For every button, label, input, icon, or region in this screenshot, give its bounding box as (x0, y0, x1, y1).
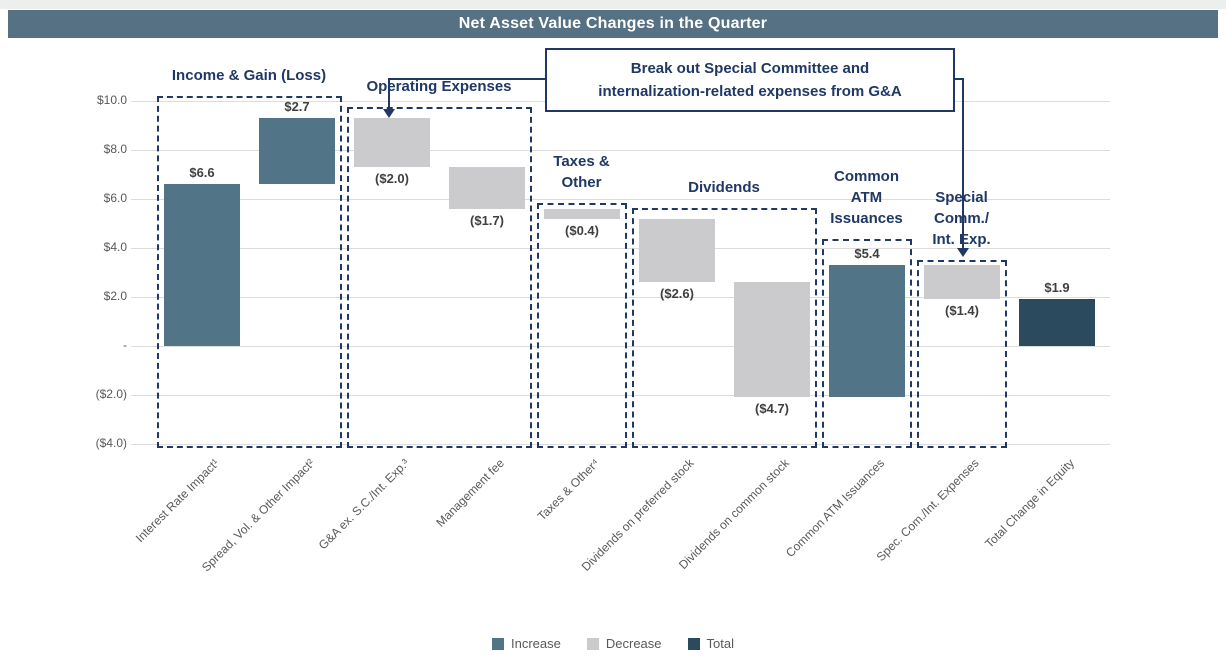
waterfall-bar (639, 218, 715, 283)
top-margin-strip (0, 0, 1226, 9)
waterfall-bar (829, 265, 905, 398)
bar-value-label: $1.9 (1044, 280, 1070, 296)
bar-value-label: ($1.7) (470, 212, 504, 228)
x-axis-label: Spread, Vol. & Other Impact² (198, 456, 317, 575)
y-tick-label: - (123, 338, 127, 352)
x-axis-label: G&A ex. S.C./Int. Exp.³ (315, 456, 412, 553)
group-label-line: Dividends (688, 178, 760, 196)
group-label-line: Common (834, 168, 899, 186)
group-box (156, 96, 342, 448)
gridline (131, 297, 1110, 298)
group-box (346, 107, 532, 448)
legend-label: Decrease (605, 636, 662, 651)
y-tick-label: $8.0 (103, 142, 127, 156)
waterfall-bar (354, 118, 430, 168)
group-label-line: Comm./ (882, 208, 1042, 229)
waterfall-bar (924, 265, 1000, 300)
waterfall-bar (449, 167, 525, 209)
group-label-line: ATM (850, 189, 883, 207)
y-tick-label: ($4.0) (95, 436, 127, 450)
callout-box: Break out Special Committee and internal… (545, 48, 955, 112)
x-axis-label: Common ATM Issuances (782, 456, 887, 561)
group-label-line: Operating Expenses (366, 78, 512, 96)
group-box (536, 202, 627, 448)
group-label: Dividends (597, 177, 852, 198)
gridline (131, 395, 1110, 396)
y-tick-label: $10.0 (96, 93, 127, 107)
arrow-down-icon (957, 248, 969, 257)
bar-value-label: ($0.4) (565, 222, 599, 238)
bar-value-label: $2.7 (284, 99, 310, 115)
group-box (631, 207, 817, 448)
bar-value-label: ($4.7) (755, 401, 789, 417)
callout-connector-left-horizontal (389, 78, 545, 80)
legend-item-increase: Increase (492, 636, 561, 651)
x-axis-label: Taxes & Other⁴ (534, 456, 602, 524)
group-label: Taxes & Other (502, 151, 662, 193)
bar-value-label: $5.4 (854, 246, 880, 262)
gridline (131, 346, 1110, 347)
legend: Increase Decrease Total (0, 636, 1226, 651)
bar-value-label: ($2.6) (660, 286, 694, 302)
x-axis-label: Spec. Com./Int. Expenses (873, 456, 982, 564)
group-label: Income & Gain (Loss) (122, 65, 377, 86)
gridline (131, 150, 1110, 151)
group-label-line: Taxes & (553, 152, 610, 170)
gridline (131, 199, 1110, 200)
callout-text-line1: Break out Special Committee and (630, 60, 870, 77)
waterfall-bar (1019, 299, 1095, 346)
decrease-swatch-icon (586, 637, 599, 650)
y-tick-label: $4.0 (103, 240, 127, 254)
x-axis-label: Dividends on common stock (675, 456, 792, 573)
gridline (131, 248, 1110, 249)
arrow-down-icon (383, 109, 395, 118)
waterfall-bar (259, 118, 335, 185)
callout-connector-right-vertical (962, 78, 964, 249)
gridline (131, 444, 1110, 445)
group-box (821, 239, 912, 448)
total-swatch-icon (687, 637, 700, 650)
callout-connector-right-horizontal (955, 78, 964, 80)
legend-item-decrease: Decrease (586, 636, 662, 651)
legend-label: Increase (511, 636, 561, 651)
group-label: Operating Expenses (312, 76, 567, 97)
chart-title-bar: Net Asset Value Changes in the Quarter (8, 10, 1218, 38)
group-label: Common ATM Issuances (787, 166, 947, 229)
increase-swatch-icon (492, 637, 504, 650)
group-label-line: Other (561, 173, 602, 191)
group-label-line: Special (882, 187, 1042, 208)
bar-value-label: ($2.0) (375, 171, 409, 187)
x-axis-label: Total Change in Equity (982, 456, 1077, 551)
group-label-line: Int. Exp. (932, 231, 991, 249)
group-box (916, 260, 1007, 448)
legend-item-total: Total (687, 636, 734, 651)
x-axis-label: Interest Rate Impact¹ (132, 456, 222, 546)
legend-label: Total (706, 636, 734, 651)
x-axis-label: Dividends on preferred stock (578, 456, 697, 574)
waterfall-bar (544, 208, 620, 219)
chart-title: Net Asset Value Changes in the Quarter (458, 15, 768, 32)
y-tick-label: $6.0 (103, 191, 127, 205)
waterfall-bar (164, 184, 240, 346)
x-axis-label: Management fee (433, 456, 507, 530)
callout-text-line2: internalization-related expenses from G&… (598, 83, 902, 100)
waterfall-bar (734, 282, 810, 398)
bar-value-label: ($1.4) (945, 303, 979, 319)
bar-value-label: $6.6 (189, 165, 215, 181)
callout-connector-left-vertical (388, 78, 390, 110)
y-tick-label: $2.0 (103, 289, 127, 303)
group-label-line: Issuances (830, 210, 903, 228)
group-label-line: Income & Gain (Loss) (171, 67, 327, 85)
y-tick-label: ($2.0) (95, 387, 127, 401)
